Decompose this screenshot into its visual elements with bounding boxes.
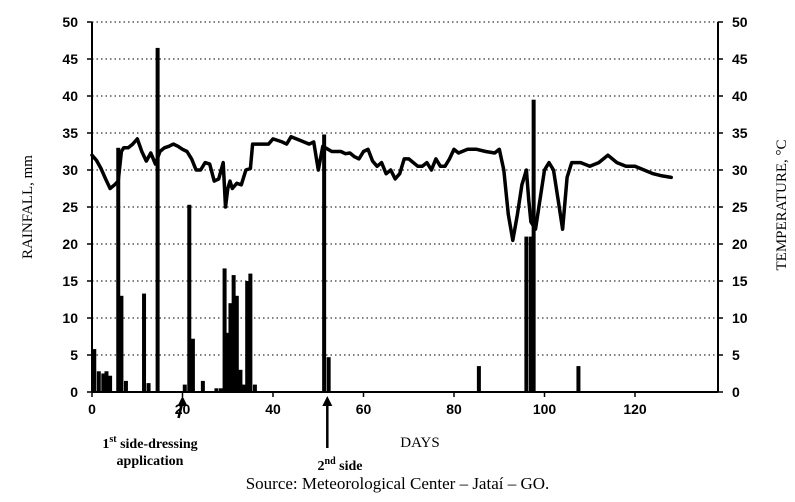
temperature-series [90, 134, 673, 243]
rainfall-bar [228, 303, 233, 392]
x-axis-label: DAYS [400, 435, 439, 451]
y-tick-label-right: 40 [732, 88, 748, 104]
y-tick-label-right: 50 [732, 14, 748, 30]
rainfall-bar [123, 380, 128, 392]
rainfall-bar [245, 281, 250, 392]
rainfall-bar [231, 275, 236, 392]
y-tick-label-left: 25 [62, 199, 78, 215]
y-tick-label-left: 45 [62, 51, 78, 67]
rainfall-bar [222, 268, 227, 392]
x-tick-label: 80 [446, 401, 462, 417]
y-axis-label-right: TEMPERATURE, °C [774, 139, 790, 270]
rainfall-bar [218, 388, 223, 392]
rainfall-bar [104, 371, 109, 392]
rainfall-bars [92, 47, 581, 393]
rainfall-bar [190, 338, 195, 392]
rainfall-bar [531, 99, 536, 392]
rainfall-bar [142, 293, 147, 392]
y-tick-label-right: 15 [732, 273, 748, 289]
gridlines [92, 21, 718, 356]
rainfall-bar [92, 349, 97, 392]
annotation-label-line2: application [117, 454, 184, 469]
y-tick-label-right: 0 [732, 384, 740, 400]
y-tick-label-right: 35 [732, 125, 748, 141]
y-tick-label-left: 10 [62, 310, 78, 326]
rainfall-bar [528, 236, 533, 392]
rainfall-bar [214, 388, 219, 392]
y-tick-label-right: 5 [732, 347, 740, 363]
rainfall-bar [234, 295, 239, 392]
x-tick-label: 120 [623, 401, 647, 417]
rainfall-bar [200, 380, 205, 392]
x-tick-label: 0 [88, 401, 96, 417]
rainfall-bar [238, 369, 243, 392]
rainfall-bar [322, 134, 327, 393]
y-tick-label-left: 30 [62, 162, 78, 178]
annotation-label: 1st side-dressing [102, 434, 197, 452]
x-tick-label: 100 [533, 401, 557, 417]
rainfall-bar [252, 384, 257, 392]
x-tick-label: 60 [356, 401, 372, 417]
y-tick-label-left: 20 [62, 236, 78, 252]
rainfall-bar [146, 383, 151, 392]
source-note: Source: Meteorological Center – Jataí – … [245, 474, 550, 493]
rainfall-bar [326, 357, 331, 392]
y-tick-label-left: 0 [70, 384, 78, 400]
rainfall-bar [225, 332, 230, 392]
rainfall-bar [108, 375, 113, 392]
rainfall-bar [182, 384, 187, 392]
rainfall-bar [96, 371, 101, 392]
annotations: 1st side-dressing application 2nd side [102, 396, 362, 474]
annotation-arrowhead [322, 396, 333, 406]
y-tick-label-right: 30 [732, 162, 748, 178]
rainfall-bar [248, 273, 253, 392]
rainfall-bar [155, 47, 160, 393]
y-tick-label-left: 35 [62, 125, 78, 141]
annotation-arrowhead [177, 396, 188, 406]
rainfall-bar [116, 147, 121, 392]
rainfall-bar [101, 373, 106, 392]
x-tick-label: 40 [265, 401, 281, 417]
y-axis-label-left: RAINFALL, mm [20, 155, 36, 259]
y-tick-label-left: 50 [62, 14, 78, 30]
rainfall-bar [576, 366, 581, 392]
rainfall-bar [476, 366, 481, 392]
axes [87, 21, 723, 397]
y-tick-label-right: 45 [732, 51, 748, 67]
annotation-label: 2nd side [318, 456, 363, 474]
y-tick-label-right: 20 [732, 236, 748, 252]
y-tick-label-right: 10 [732, 310, 748, 326]
y-tick-label-right: 25 [732, 199, 748, 215]
rainfall-bar [119, 295, 124, 392]
rainfall-bar [524, 236, 529, 392]
y-tick-label-left: 5 [70, 347, 78, 363]
y-tick-label-left: 15 [62, 273, 78, 289]
y-tick-label-left: 40 [62, 88, 78, 104]
rainfall-bar [241, 384, 246, 392]
temperature-line [90, 134, 673, 243]
rainfall-bar [187, 204, 192, 392]
